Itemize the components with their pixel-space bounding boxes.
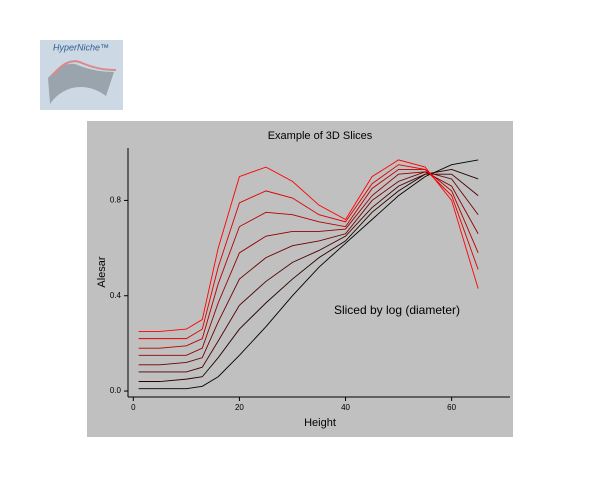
chart-title: Example of 3D Slices — [268, 130, 373, 142]
y-tick-label: 0.4 — [110, 291, 122, 300]
annotation: Sliced by log (diameter) — [334, 303, 460, 317]
slice-line — [138, 171, 479, 356]
logo-text: HyperNiche™ — [53, 42, 109, 52]
slice-line — [138, 164, 479, 340]
x-axis-label: Height — [304, 417, 336, 429]
chart-panel — [87, 121, 513, 437]
slice-line — [138, 159, 479, 332]
x-tick-label: 40 — [341, 403, 350, 412]
slice-line — [138, 173, 479, 373]
y-axis-label: Alesar — [96, 256, 108, 288]
x-tick-label: 60 — [447, 403, 456, 412]
slice-line — [138, 171, 479, 366]
logo: HyperNiche™ — [40, 40, 123, 110]
slice-line — [138, 168, 479, 382]
logo-surface — [48, 63, 114, 104]
slice-line — [138, 168, 479, 349]
x-tick-label: 0 — [131, 403, 136, 412]
x-tick-label: 20 — [235, 403, 244, 412]
y-tick-label: 0.0 — [110, 386, 122, 395]
logo-curve — [51, 60, 117, 77]
y-tick-label: 0.8 — [110, 196, 122, 205]
slice-line — [138, 159, 479, 390]
